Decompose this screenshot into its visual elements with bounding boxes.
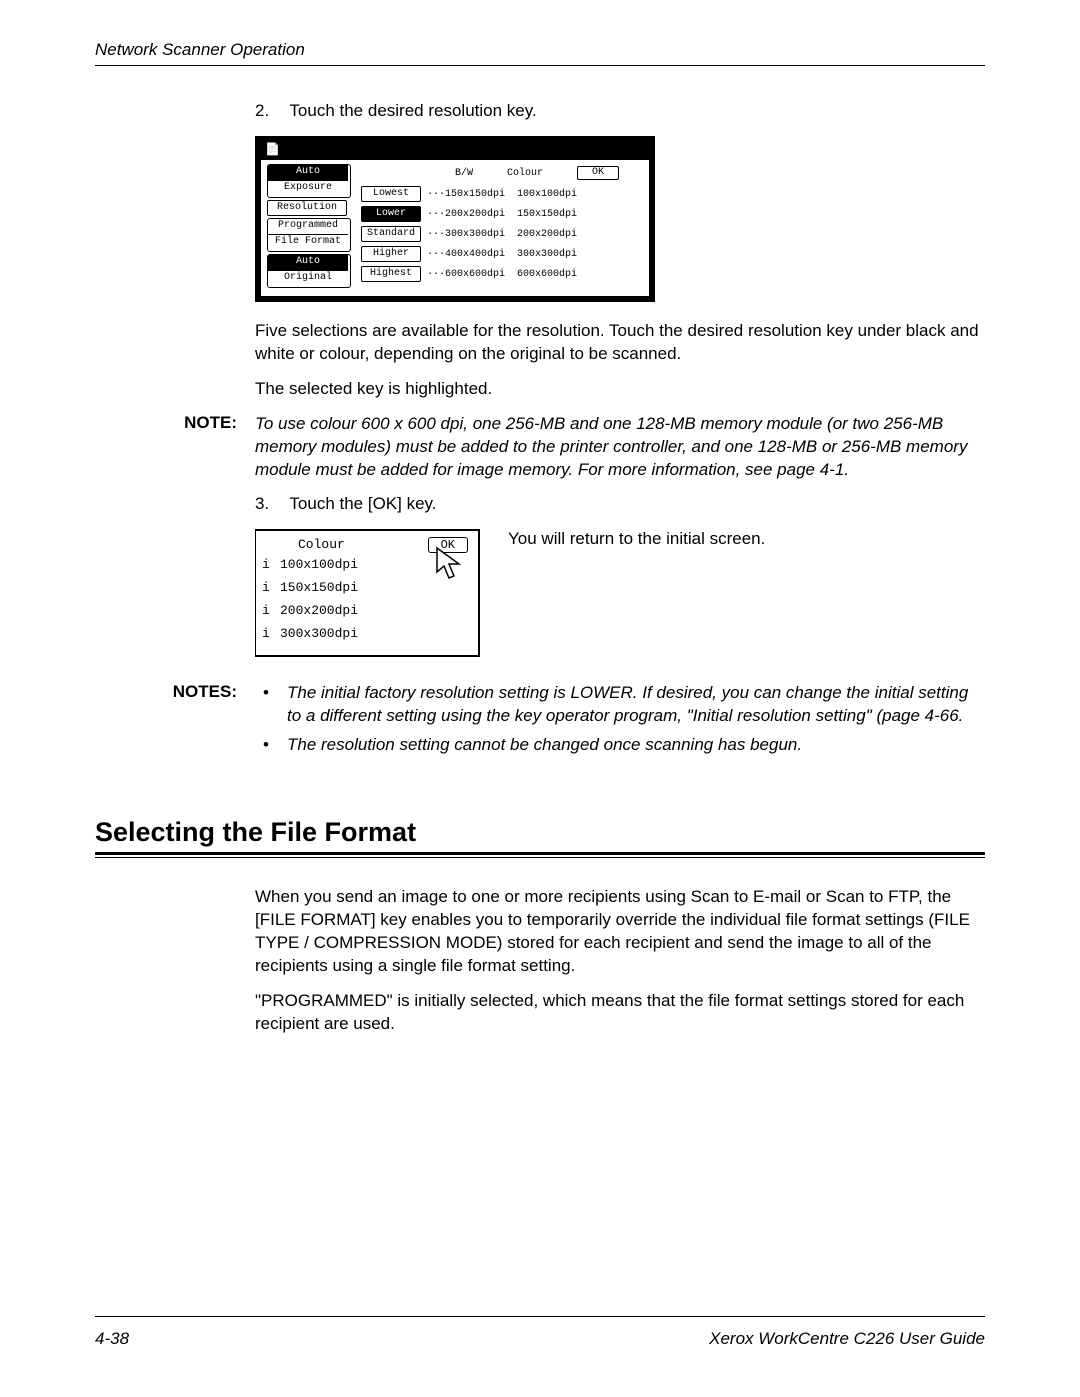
notes-block: NOTES: The initial factory resolution se… [95,682,985,763]
step-2: 2. Touch the desired resolution key. 📄 A… [255,101,985,401]
guide-title: Xerox WorkCentre C226 User Guide [709,1329,985,1349]
list-marker: i [262,603,280,618]
para-selected-key: The selected key is highlighted. [255,378,985,401]
dpi-option[interactable]: 300x300dpi [280,626,358,641]
colour-dpi-3: 300x300dpi [517,249,587,260]
notes-item: The initial factory resolution setting i… [255,682,985,728]
notes-item: The resolution setting cannot be changed… [255,734,985,757]
bw-dpi-1: ···200x200dpi [427,209,513,220]
sidebar-group-original: Auto Original [267,254,351,288]
notes-label: NOTES: [95,682,255,763]
list-marker: i [262,626,280,641]
step-3: 3. Touch the [OK] key. Colour OK i100x10… [255,494,985,657]
bw-dpi-2: ···300x300dpi [427,229,513,240]
sidebar-fileformat-button[interactable]: File Format [268,235,348,251]
list-marker: i [262,580,280,595]
sidebar-programmed-button[interactable]: Programmed [268,219,348,235]
file-format-body: When you send an image to one or more re… [255,886,985,1036]
panel-icon: 📄 [265,143,280,157]
colour-dpi-4: 600x600dpi [517,269,587,280]
dpi-option[interactable]: 150x150dpi [280,580,358,595]
note-label: NOTE: [95,413,255,482]
level-lower-button[interactable]: Lower [361,206,421,222]
section-heading: Selecting the File Format [95,817,985,848]
sidebar-original-button[interactable]: Original [268,271,348,287]
heading-rule [95,852,985,858]
step-text: Touch the [OK] key. [289,494,436,513]
dpi-option[interactable]: 200x200dpi [280,603,358,618]
panel2-colour-label: Colour [298,537,345,552]
level-standard-button[interactable]: Standard [361,226,421,242]
page-footer: 4-38 Xerox WorkCentre C226 User Guide [95,1316,985,1349]
colour-header: Colour [507,168,577,179]
step-number: 2. [255,101,285,121]
para-five-selections: Five selections are available for the re… [255,320,985,366]
bw-dpi-4: ···600x600dpi [427,269,513,280]
page-header: Network Scanner Operation [95,40,985,66]
note-block: NOTE: To use colour 600 x 600 dpi, one 2… [95,413,985,482]
chapter-title: Network Scanner Operation [95,40,305,59]
panel2-ok-button[interactable]: OK [428,537,468,553]
step-text: Touch the desired resolution key. [289,101,536,120]
colour-dpi-1: 150x150dpi [517,209,587,220]
cursor-icon [435,546,469,586]
sidebar-group-exposure: Auto Exposure [267,164,351,198]
sidebar-group-fileformat: Programmed File Format [267,218,351,252]
step-number: 3. [255,494,285,514]
para-ff1: When you send an image to one or more re… [255,886,985,978]
sidebar-exposure-button[interactable]: Exposure [268,181,348,197]
note-text: To use colour 600 x 600 dpi, one 256-MB … [255,413,985,482]
bw-dpi-3: ···400x400dpi [427,249,513,260]
colour-dpi-0: 100x100dpi [517,189,587,200]
notes-list: The initial factory resolution setting i… [255,682,985,763]
list-marker: i [262,557,280,572]
sidebar-auto-button[interactable]: Auto [268,165,348,181]
panel-ok-button[interactable]: OK [577,166,619,180]
para-return: You will return to the initial screen. [508,529,985,657]
bw-header: B/W [421,168,507,179]
level-highest-button[interactable]: Highest [361,266,421,282]
sidebar-resolution-button[interactable]: Resolution [267,200,347,216]
bw-dpi-0: ···150x150dpi [427,189,513,200]
sidebar-auto2-button[interactable]: Auto [268,255,348,271]
page-number: 4-38 [95,1329,129,1349]
level-lowest-button[interactable]: Lowest [361,186,421,202]
ok-touch-panel: Colour OK i100x100dpi i150x150dpi i200x2… [255,529,480,657]
resolution-touch-panel: 📄 Auto Exposure Resolution Programmed Fi… [255,136,655,302]
colour-dpi-2: 200x200dpi [517,229,587,240]
level-higher-button[interactable]: Higher [361,246,421,262]
para-ff2: "PROGRAMMED" is initially selected, whic… [255,990,985,1036]
dpi-option[interactable]: 100x100dpi [280,557,358,572]
